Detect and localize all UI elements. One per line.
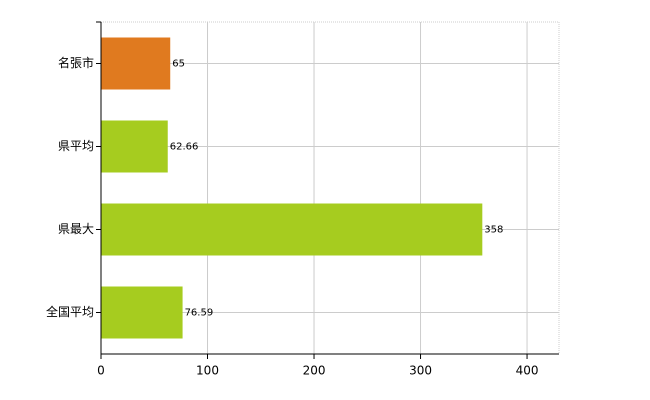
y-tick-label: 全国平均 xyxy=(46,304,94,319)
y-tick-label: 県最大 xyxy=(58,222,94,236)
value-label: 62.66 xyxy=(170,142,199,153)
y-tick-label: 県平均 xyxy=(58,139,94,153)
x-tick-label: 0 xyxy=(97,364,105,378)
value-label: 65 xyxy=(172,59,185,70)
bar xyxy=(101,120,168,173)
value-label: 358 xyxy=(484,225,503,236)
x-tick-label: 200 xyxy=(303,364,326,378)
bar xyxy=(101,286,183,339)
x-tick-label: 400 xyxy=(516,364,539,378)
bar xyxy=(101,203,483,256)
bar xyxy=(101,37,171,90)
x-tick-label: 100 xyxy=(196,364,219,378)
x-tick-label: 300 xyxy=(409,364,432,378)
y-tick-label: 名張市 xyxy=(58,55,94,70)
value-label: 76.59 xyxy=(185,308,214,319)
